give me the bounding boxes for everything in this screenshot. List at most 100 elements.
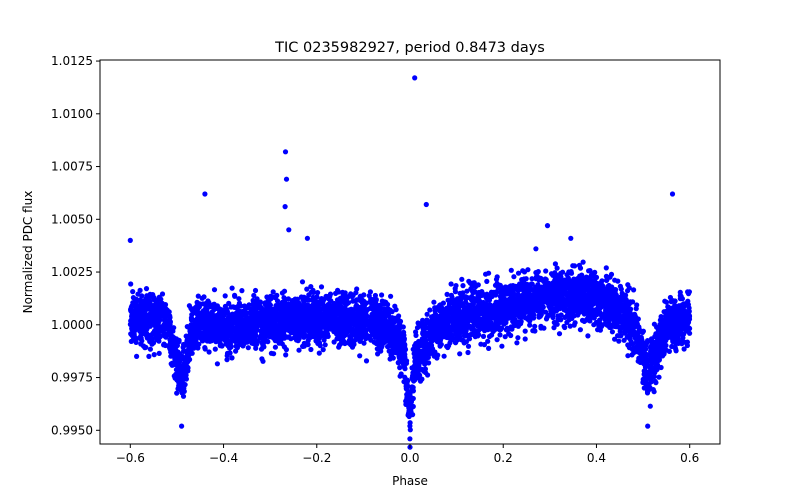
data-point bbox=[485, 338, 491, 344]
data-point bbox=[128, 319, 134, 325]
data-point bbox=[232, 292, 238, 298]
data-point bbox=[283, 352, 289, 358]
data-point bbox=[318, 297, 324, 303]
data-point bbox=[161, 322, 167, 328]
data-point bbox=[442, 313, 448, 319]
data-point bbox=[213, 339, 219, 345]
data-point bbox=[419, 366, 425, 373]
data-point bbox=[434, 355, 440, 361]
data-point bbox=[558, 312, 564, 318]
data-point bbox=[677, 289, 683, 295]
data-point bbox=[603, 265, 609, 271]
data-point bbox=[686, 325, 692, 331]
data-point bbox=[320, 347, 326, 353]
data-point bbox=[557, 276, 563, 282]
data-point bbox=[547, 304, 553, 310]
data-point bbox=[686, 305, 692, 311]
data-point bbox=[634, 339, 640, 345]
data-point bbox=[199, 295, 205, 301]
data-point bbox=[214, 361, 220, 367]
data-point bbox=[202, 345, 208, 351]
data-point bbox=[609, 329, 616, 335]
data-point bbox=[304, 286, 310, 292]
data-point bbox=[343, 296, 349, 302]
data-point bbox=[424, 311, 430, 317]
data-point bbox=[471, 280, 477, 286]
data-point bbox=[228, 343, 234, 349]
data-point bbox=[224, 357, 230, 363]
data-point bbox=[335, 301, 342, 307]
data-point bbox=[419, 376, 425, 382]
data-point bbox=[581, 289, 587, 295]
data-point bbox=[229, 285, 235, 291]
data-point bbox=[475, 282, 481, 288]
data-point bbox=[192, 331, 198, 337]
data-point bbox=[407, 427, 413, 433]
data-point bbox=[595, 306, 602, 312]
data-point bbox=[557, 298, 563, 304]
data-point bbox=[672, 344, 678, 350]
data-point bbox=[386, 348, 392, 354]
data-point bbox=[511, 274, 517, 280]
data-point bbox=[537, 275, 543, 281]
data-point bbox=[322, 342, 328, 348]
data-point bbox=[446, 309, 452, 315]
data-point bbox=[629, 352, 635, 358]
data-point bbox=[494, 274, 500, 280]
data-point bbox=[609, 307, 615, 313]
data-point bbox=[407, 436, 413, 442]
data-point bbox=[240, 343, 246, 349]
data-point bbox=[354, 286, 360, 292]
data-point bbox=[580, 259, 586, 265]
data-point bbox=[252, 309, 258, 315]
data-point bbox=[301, 343, 307, 349]
data-point bbox=[494, 337, 500, 343]
data-point bbox=[373, 329, 379, 335]
data-point bbox=[658, 364, 664, 371]
data-point bbox=[143, 286, 150, 292]
data-point bbox=[597, 300, 603, 306]
data-point bbox=[484, 278, 490, 284]
data-point bbox=[498, 313, 504, 319]
data-point bbox=[613, 296, 619, 302]
data-point bbox=[238, 303, 244, 309]
data-point bbox=[532, 323, 538, 329]
data-point bbox=[340, 337, 346, 343]
data-point bbox=[270, 289, 276, 295]
data-point bbox=[541, 325, 547, 331]
data-point bbox=[211, 287, 218, 293]
data-point bbox=[578, 275, 585, 281]
data-point bbox=[299, 279, 306, 285]
data-point bbox=[245, 345, 251, 351]
data-point bbox=[478, 317, 484, 323]
data-point bbox=[353, 336, 359, 343]
data-point bbox=[400, 324, 406, 330]
data-point bbox=[150, 340, 157, 346]
data-point bbox=[128, 338, 134, 344]
data-point bbox=[305, 338, 311, 344]
data-point bbox=[432, 349, 438, 355]
data-point bbox=[138, 333, 144, 339]
data-point bbox=[404, 392, 410, 398]
data-point bbox=[558, 302, 564, 309]
data-point bbox=[577, 327, 584, 333]
data-point bbox=[175, 351, 181, 357]
data-point bbox=[130, 289, 136, 295]
data-point bbox=[311, 324, 317, 330]
data-point bbox=[308, 346, 314, 353]
data-point bbox=[317, 343, 323, 349]
data-point bbox=[422, 360, 428, 366]
data-point bbox=[285, 296, 291, 302]
data-point bbox=[447, 335, 453, 341]
data-point bbox=[296, 347, 302, 353]
data-point bbox=[590, 301, 596, 307]
data-point bbox=[608, 299, 615, 305]
data-point bbox=[335, 307, 341, 313]
data-point bbox=[195, 345, 201, 351]
data-point bbox=[670, 314, 676, 320]
data-point bbox=[686, 289, 693, 295]
data-point bbox=[153, 300, 159, 306]
data-point bbox=[567, 323, 573, 329]
data-point bbox=[668, 305, 675, 311]
data-point bbox=[236, 317, 243, 323]
